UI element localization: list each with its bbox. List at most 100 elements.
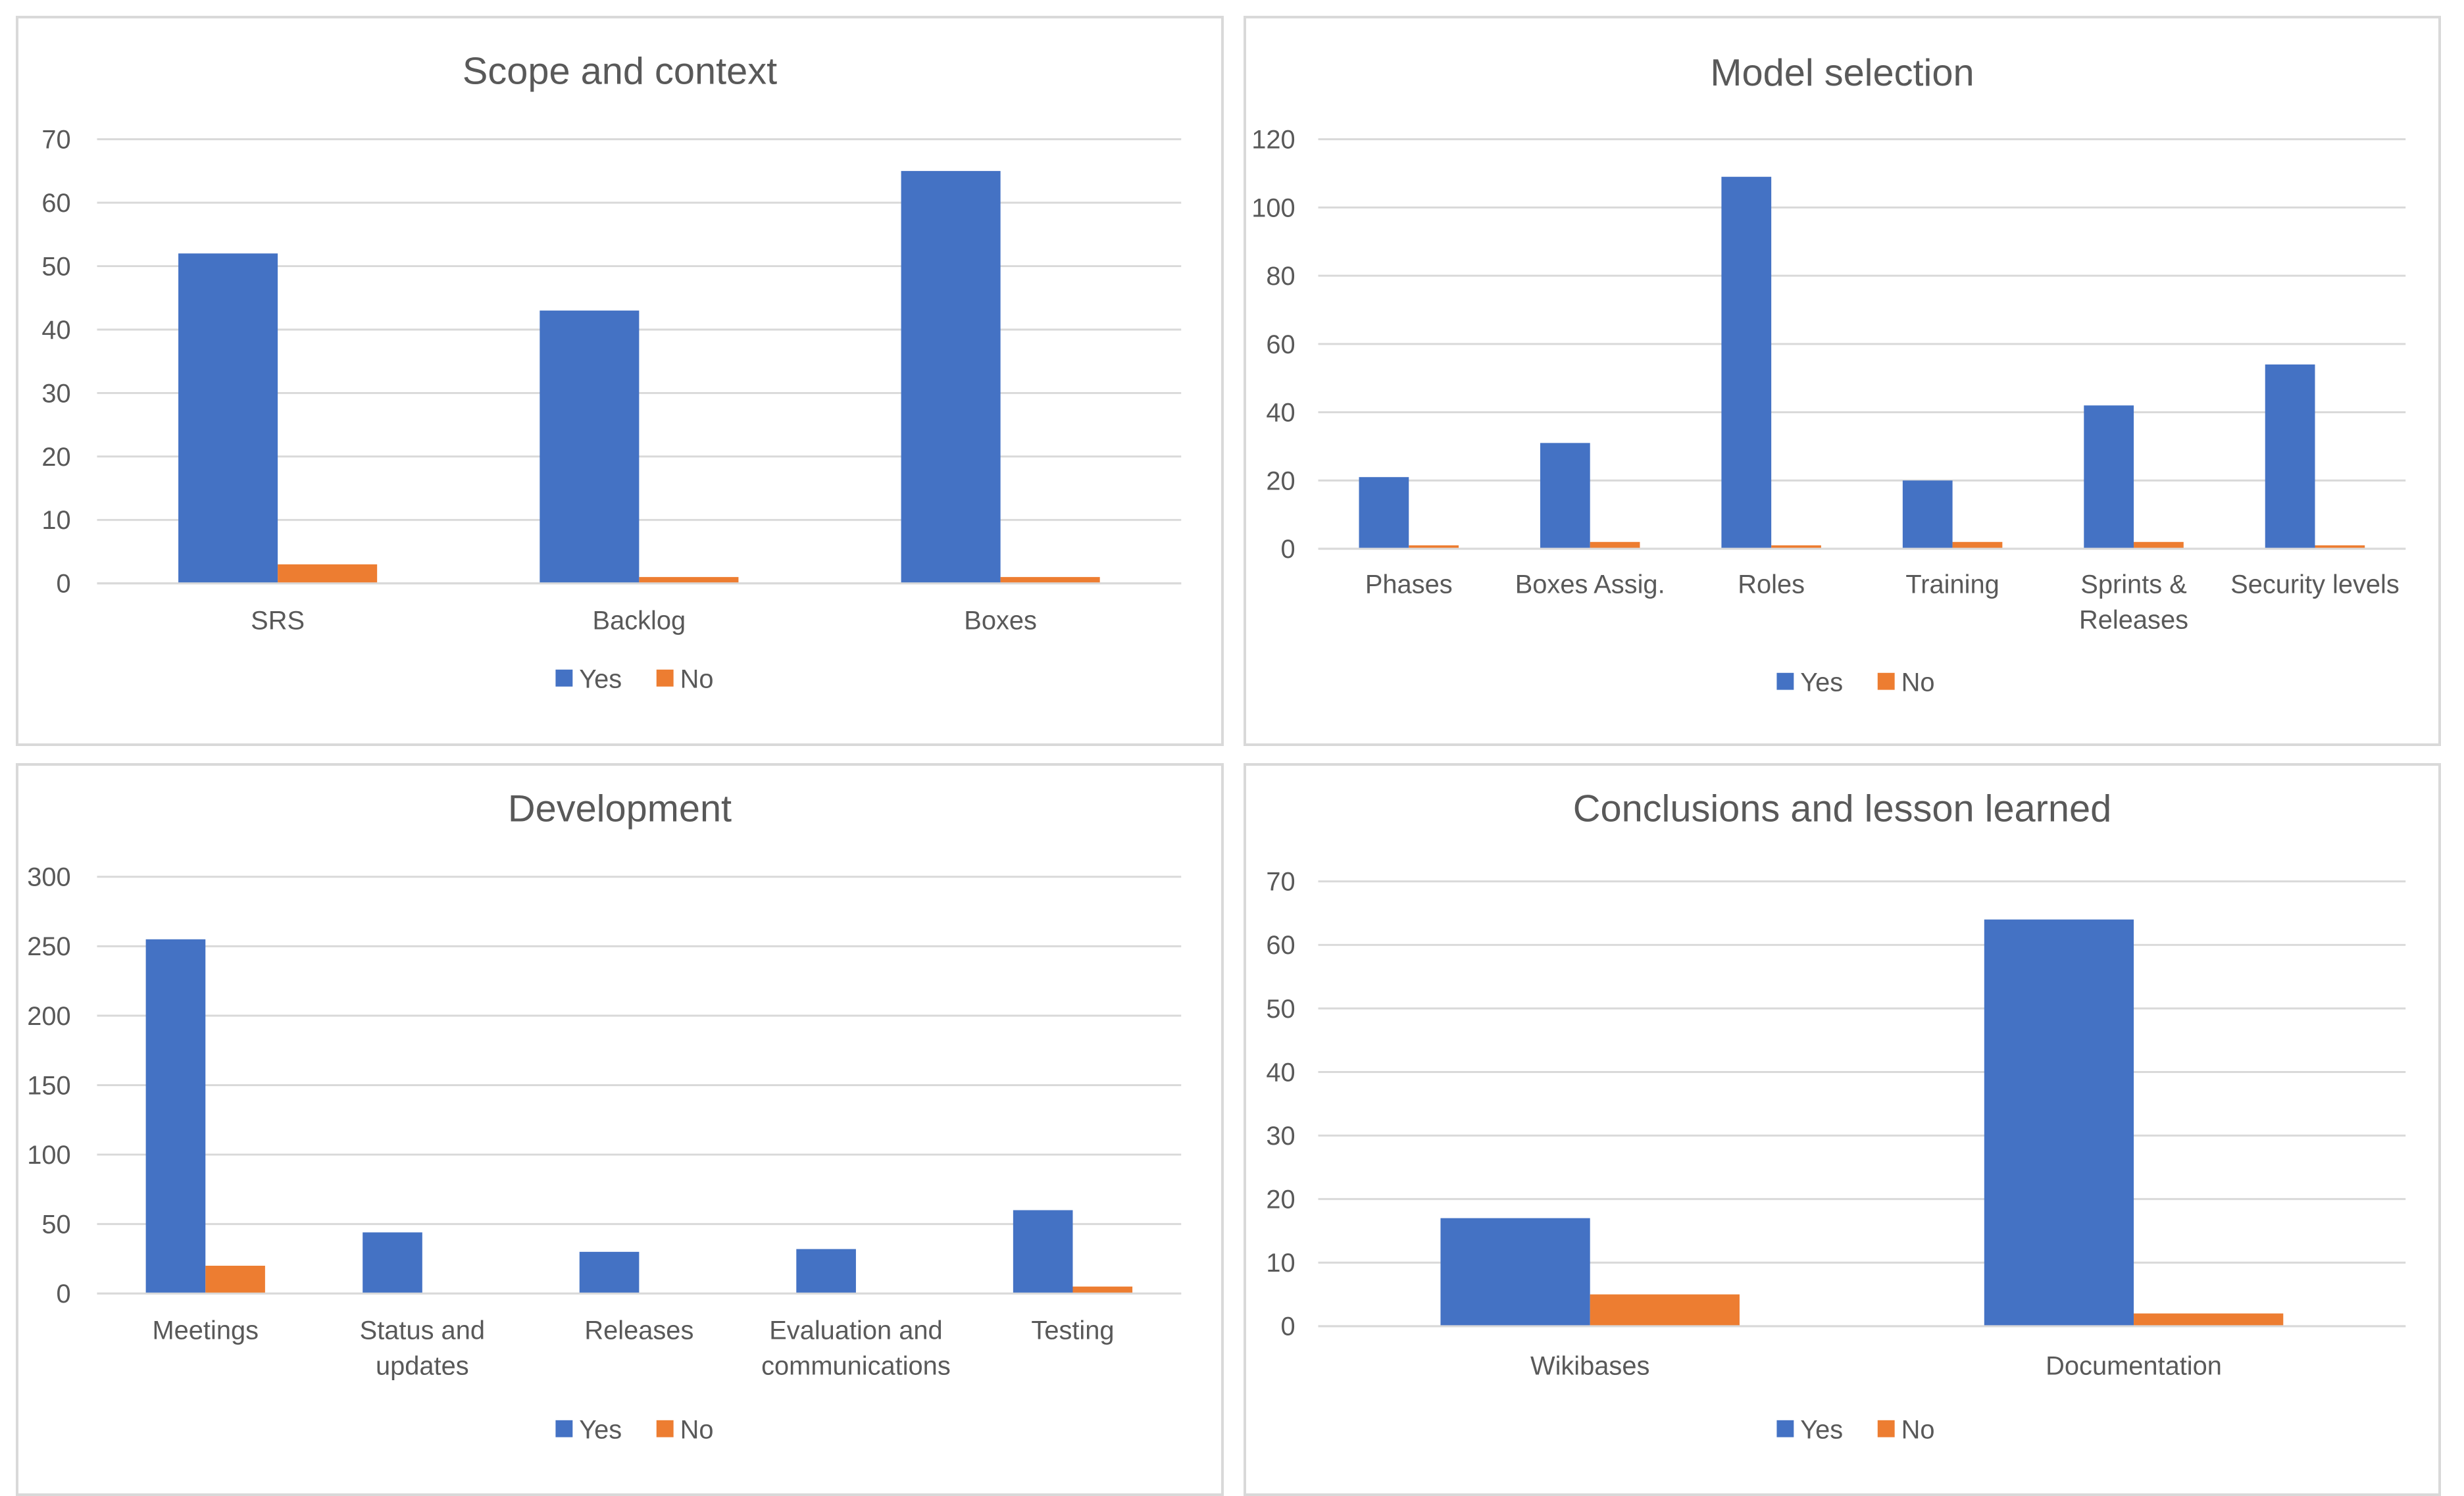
category-label-line: Security levels — [2230, 570, 2400, 599]
y-tick-label-20: 20 — [1266, 466, 1295, 495]
legend-label-no: No — [1901, 1416, 1935, 1445]
y-tick-label-40: 40 — [1266, 399, 1295, 428]
legend-swatch-no — [656, 669, 674, 687]
bar-training-yes — [1902, 480, 1953, 549]
chart-panel-development: Development 0 50 100 150 200 250 300 Meetings Sta… — [16, 763, 1224, 1496]
chart-scope-and-context: Scope and context 0 10 20 30 40 50 60 70 SRS Backl… — [41, 50, 1182, 694]
category-label-line: Meetings — [152, 1316, 259, 1345]
chart-title: Model selection — [1710, 52, 1974, 94]
bar-boxes-assig-no — [1590, 541, 1640, 549]
chart-panel-conclusions: Conclusions and lesson learned 0 10 20 30 40 5… — [1244, 763, 2441, 1496]
legend-swatch-no — [1877, 1420, 1895, 1437]
category-label-line: Testing — [1031, 1316, 1114, 1345]
bar-roles-no — [1771, 545, 1821, 549]
chart-title: Conclusions and lesson learned — [1573, 787, 2111, 830]
bar-wikibases-no — [1590, 1294, 1740, 1326]
category-label-security-levels: Security levels — [2230, 570, 2400, 599]
legend-swatch-no — [1877, 672, 1895, 690]
legend-label-yes: Yes — [1800, 1416, 1843, 1445]
category-label-boxes-assig: Boxes Assig. — [1515, 570, 1665, 599]
chart-conclusions-and-lesson-learned: Conclusions and lesson learned 0 10 20 30 40 5… — [1266, 787, 2406, 1445]
y-tick-label-40: 40 — [41, 316, 70, 345]
category-label-phases: Phases — [1365, 570, 1453, 599]
y-tick-label-0: 0 — [1281, 535, 1295, 564]
y-tick-label-300: 300 — [27, 863, 70, 892]
legend-label-yes: Yes — [579, 1416, 622, 1445]
chart-development: Development 0 50 100 150 200 250 300 Meetings Sta… — [27, 787, 1182, 1445]
bar-testing-no — [1072, 1286, 1133, 1294]
legend-swatch-yes — [555, 669, 573, 687]
bar-releases-yes — [579, 1251, 640, 1294]
legend-label-no: No — [680, 1416, 714, 1445]
y-tick-label-10: 10 — [1266, 1249, 1295, 1278]
legend-label-yes: Yes — [579, 665, 622, 694]
category-label-releases: Releases — [584, 1316, 693, 1345]
category-label-line: Boxes — [964, 606, 1037, 635]
y-tick-label-100: 100 — [27, 1141, 70, 1170]
bar-documentation-no — [2134, 1313, 2284, 1326]
bar-status-and-updates-yes — [363, 1232, 422, 1294]
bar-testing-yes — [1013, 1210, 1073, 1294]
category-label-srs: SRS — [251, 606, 305, 635]
category-label-line: Boxes Assig. — [1515, 570, 1665, 599]
bar-roles-yes — [1721, 176, 1772, 549]
y-tick-label-50: 50 — [1266, 995, 1295, 1024]
legend-label-no: No — [1901, 668, 1935, 697]
category-label-sprints-releases: Sprints & Releases — [2079, 570, 2188, 635]
legend-swatch-yes — [555, 1420, 573, 1437]
bar-security-levels-no — [2315, 545, 2365, 549]
legend-swatch-yes — [1776, 1420, 1794, 1437]
y-tick-label-50: 50 — [41, 253, 70, 282]
bar-sprints-releases-no — [2134, 541, 2184, 549]
y-tick-label-60: 60 — [1266, 330, 1295, 359]
category-label-backlog: Backlog — [593, 606, 686, 635]
y-tick-label-200: 200 — [27, 1002, 70, 1031]
y-tick-label-80: 80 — [1266, 262, 1295, 291]
bar-boxes-no — [1000, 577, 1100, 584]
bar-sprints-releases-yes — [2084, 405, 2134, 549]
legend-label-yes: Yes — [1800, 668, 1843, 697]
category-label-line: Status and — [360, 1316, 485, 1345]
bar-documentation-yes — [1984, 919, 2134, 1326]
category-label-meetings: Meetings — [152, 1316, 259, 1345]
category-label-testing: Testing — [1031, 1316, 1114, 1345]
bar-wikibases-yes — [1440, 1218, 1590, 1326]
y-tick-label-100: 100 — [1251, 193, 1295, 222]
y-tick-label-20: 20 — [41, 443, 70, 472]
y-tick-label-150: 150 — [27, 1071, 70, 1100]
category-label-wikibases: Wikibases — [1530, 1351, 1649, 1380]
y-tick-label-0: 0 — [57, 570, 71, 599]
category-label-training: Training — [1905, 570, 1999, 599]
category-label-line: Training — [1905, 570, 1999, 599]
y-tick-label-30: 30 — [41, 379, 70, 408]
y-tick-label-30: 30 — [1266, 1122, 1295, 1151]
category-label-boxes: Boxes — [964, 606, 1037, 635]
bar-srs-no — [278, 564, 378, 584]
bar-security-levels-yes — [2265, 364, 2315, 549]
category-label-line: updates — [376, 1351, 469, 1380]
category-label-line: Releases — [584, 1316, 693, 1345]
chart-model-selection: Model selection 0 20 40 60 80 100 120 Phases Boxe… — [1251, 52, 2406, 697]
y-tick-label-40: 40 — [1266, 1058, 1295, 1087]
category-label-line: Evaluation and — [769, 1316, 942, 1345]
bar-evaluation-and-communications-yes — [796, 1249, 856, 1294]
category-label-status-and-updates: Status and updates — [360, 1316, 485, 1381]
y-tick-label-20: 20 — [1266, 1185, 1295, 1214]
chart-title: Scope and context — [463, 50, 777, 92]
category-label-line: Releases — [2079, 605, 2188, 634]
category-label-line: Sprints & — [2080, 570, 2187, 599]
bar-training-no — [1952, 541, 2003, 549]
bar-phases-yes — [1359, 477, 1409, 549]
y-tick-label-0: 0 — [57, 1280, 71, 1309]
bar-backlog-no — [639, 577, 739, 584]
chart-title: Development — [508, 787, 732, 830]
y-tick-label-50: 50 — [41, 1210, 70, 1239]
bar-srs-yes — [178, 253, 278, 584]
bar-boxes-yes — [901, 170, 1001, 584]
category-label-line: Backlog — [593, 606, 686, 635]
bar-meetings-no — [205, 1265, 265, 1294]
y-tick-label-0: 0 — [1281, 1312, 1295, 1341]
category-label-line: Wikibases — [1530, 1351, 1649, 1380]
y-tick-label-70: 70 — [41, 126, 70, 155]
legend-label-no: No — [680, 665, 714, 694]
